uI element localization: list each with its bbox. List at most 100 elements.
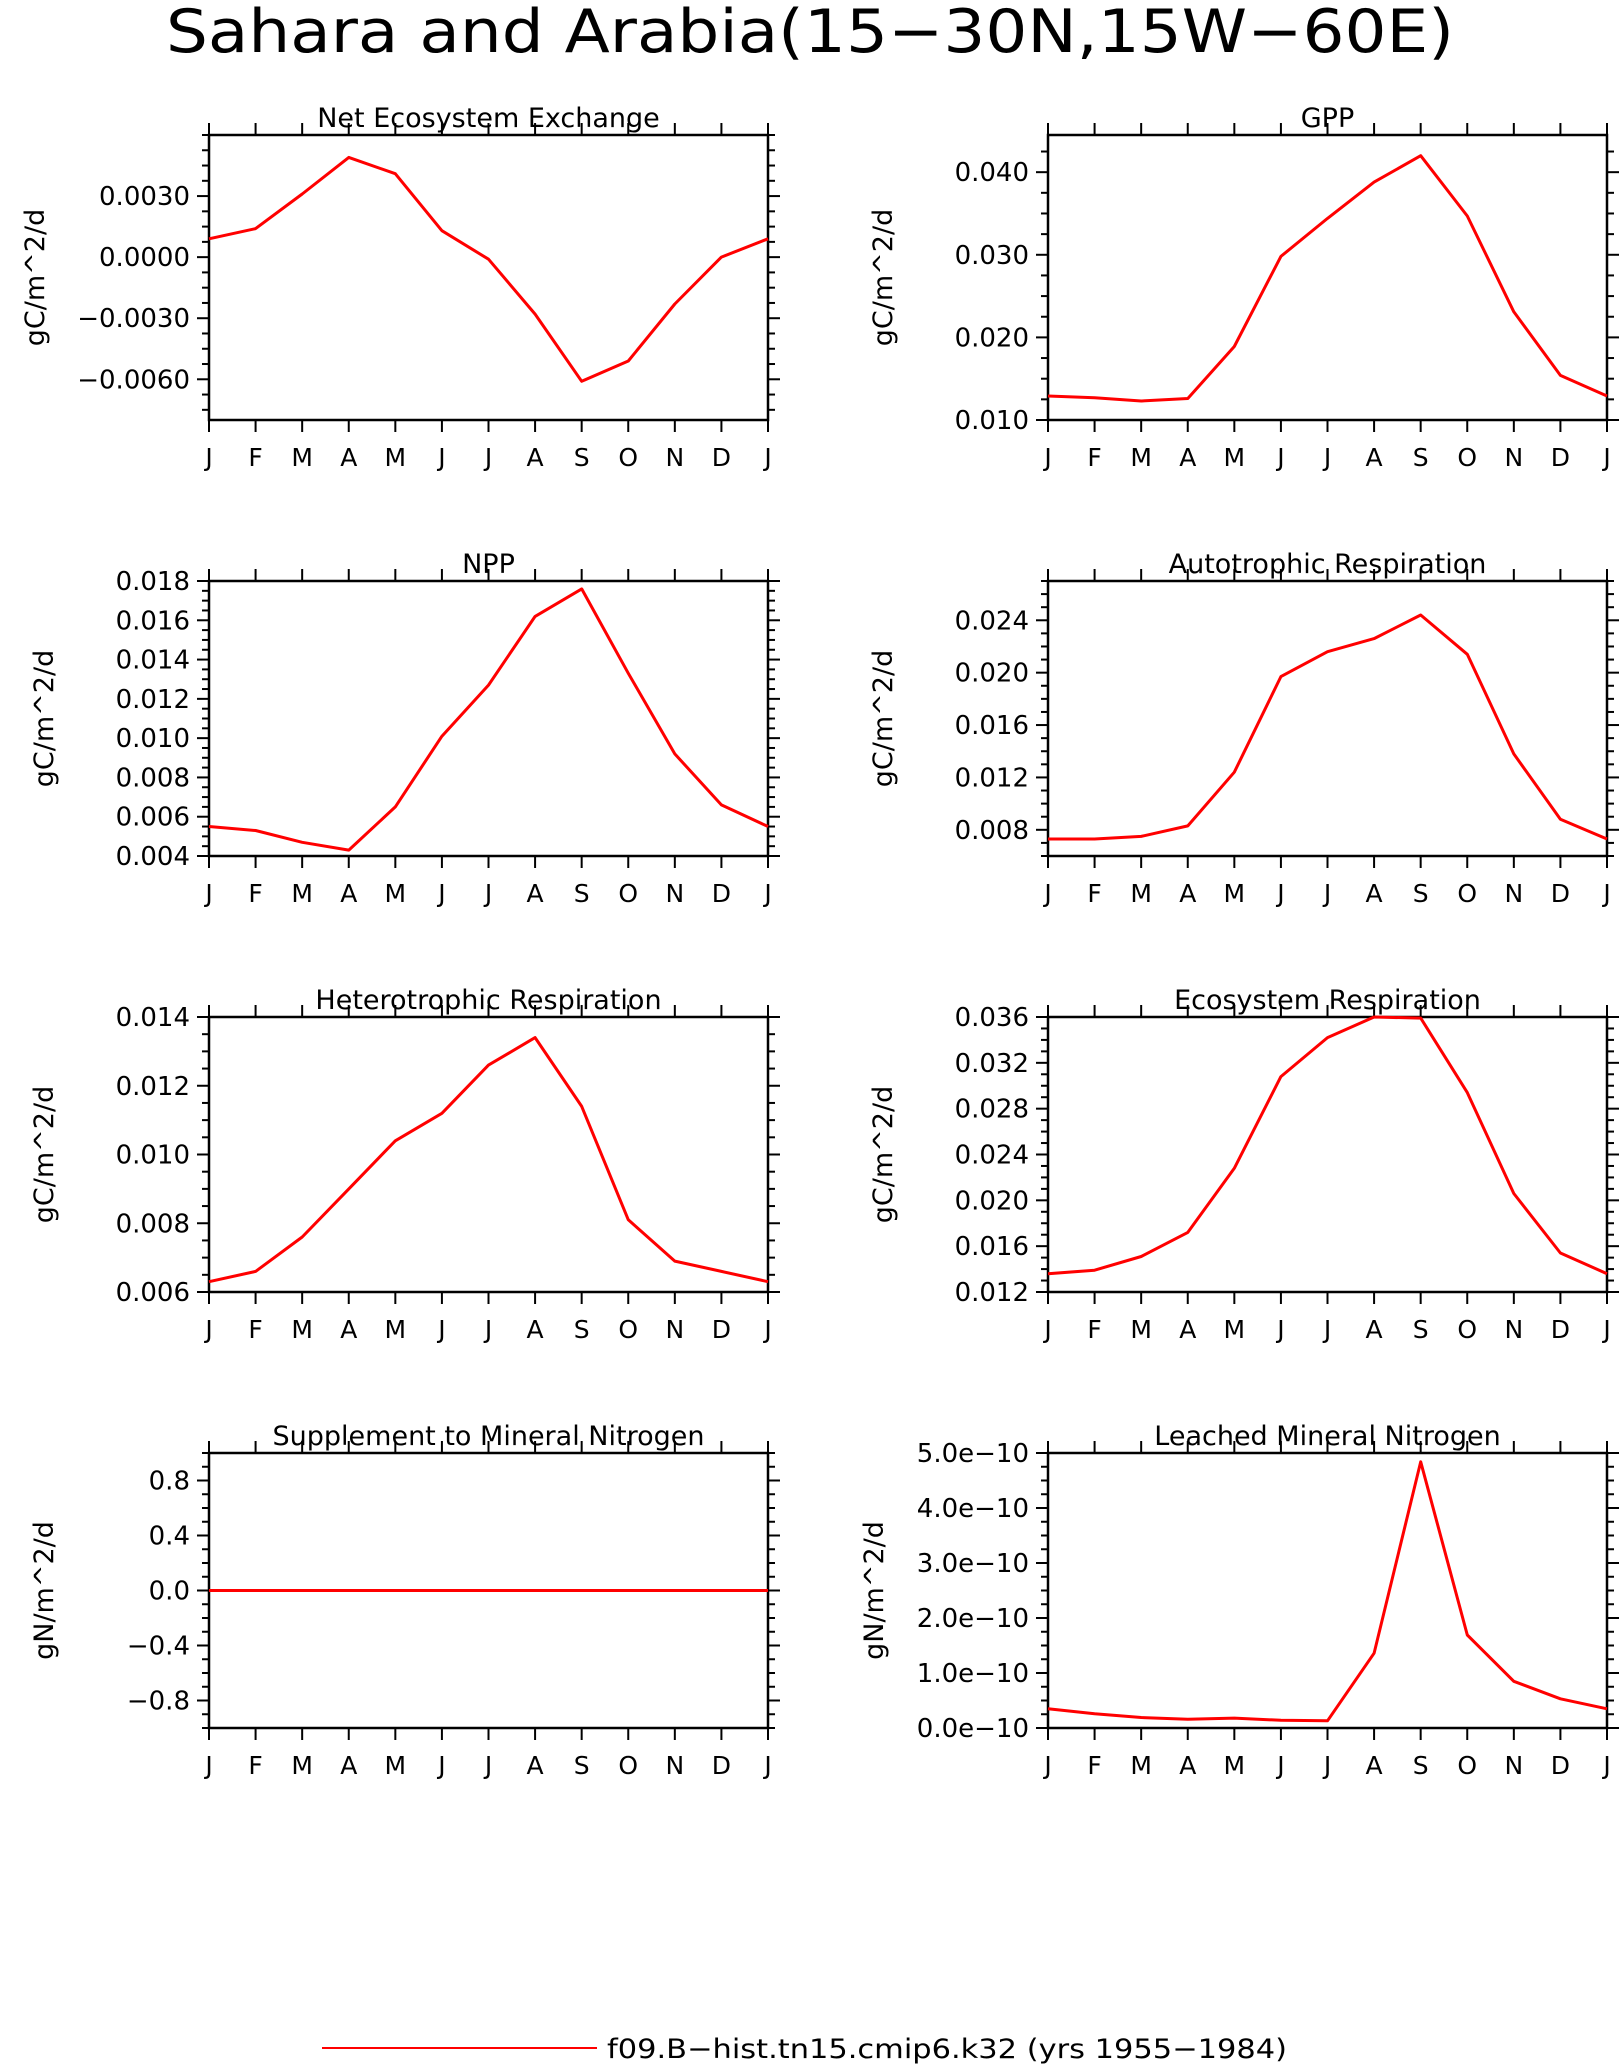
supplement-to-mineral-nitrogen-ytick-label: −0.4 <box>127 1632 190 1662</box>
supplement-to-mineral-nitrogen-title: Supplement to Mineral Nitrogen <box>273 1421 705 1452</box>
net-ecosystem-exchange-xtick-label: J <box>762 443 771 472</box>
npp-xtick-label: J <box>762 879 771 908</box>
gpp-xtick-label: O <box>1457 443 1477 472</box>
ecosystem-respiration-xtick-label: F <box>1087 1315 1101 1344</box>
autotrophic-respiration-xtick-label: J <box>1601 879 1610 908</box>
ecosystem-respiration-xtick-label: J <box>1601 1315 1610 1344</box>
ecosystem-respiration-ytick-label: 0.032 <box>955 1049 1029 1079</box>
ecosystem-respiration-xtick-label: A <box>1179 1315 1196 1344</box>
gpp-xtick-label: A <box>1179 443 1196 472</box>
net-ecosystem-exchange-xtick-label: A <box>527 443 544 472</box>
supplement-to-mineral-nitrogen-xtick-label: O <box>618 1751 638 1780</box>
npp-ytick-label: 0.006 <box>116 803 190 833</box>
npp-xtick-label: J <box>436 879 445 908</box>
autotrophic-respiration-xtick-label: M <box>1224 879 1246 908</box>
leached-mineral-nitrogen-xtick-label: S <box>1413 1751 1429 1780</box>
autotrophic-respiration-xtick-label: J <box>1042 879 1051 908</box>
leached-mineral-nitrogen-ytick-label: 2.0e−10 <box>917 1604 1029 1634</box>
npp-ytick-label: 0.012 <box>116 685 190 715</box>
heterotrophic-respiration-xtick-label: D <box>712 1315 731 1344</box>
net-ecosystem-exchange-xtick-label: M <box>385 443 407 472</box>
npp-ytick-label: 0.008 <box>116 763 190 793</box>
net-ecosystem-exchange-ytick-label: −0.0060 <box>77 365 190 395</box>
ecosystem-respiration-ylabel: gC/m^2/d <box>868 1086 899 1223</box>
ecosystem-respiration-xtick-label: S <box>1413 1315 1429 1344</box>
net-ecosystem-exchange-xtick-label: J <box>436 443 445 472</box>
net-ecosystem-exchange-xtick-label: M <box>291 443 313 472</box>
heterotrophic-respiration-ytick-label: 0.012 <box>116 1072 190 1102</box>
heterotrophic-respiration-xtick-label: S <box>574 1315 590 1344</box>
gpp-xtick-label: J <box>1601 443 1610 472</box>
chart-heterotrophic-respiration: J F M A M J J A S O N D J0.0060.0080.0100.0120.014gC… <box>29 985 780 1344</box>
gpp-xtick-label: F <box>1087 443 1101 472</box>
heterotrophic-respiration-xtick-label: M <box>385 1315 407 1344</box>
panels: J F M A M J J A S O N D J−0.0060−0.00300.00000.0030g… <box>20 103 1619 1780</box>
ecosystem-respiration-xtick-label: M <box>1224 1315 1246 1344</box>
ecosystem-respiration-ytick-label: 0.012 <box>955 1278 1029 1308</box>
npp-ytick-label: 0.014 <box>116 646 190 676</box>
heterotrophic-respiration-xtick-label: F <box>248 1315 262 1344</box>
net-ecosystem-exchange-xtick-label: D <box>712 443 731 472</box>
gpp-xtick-label: M <box>1224 443 1246 472</box>
ecosystem-respiration-xtick-label: M <box>1130 1315 1152 1344</box>
heterotrophic-respiration-xtick-label: A <box>340 1315 357 1344</box>
ecosystem-respiration-xtick-label: O <box>1457 1315 1477 1344</box>
autotrophic-respiration-xtick-label: F <box>1087 879 1101 908</box>
ecosystem-respiration-xtick-label: D <box>1551 1315 1570 1344</box>
gpp-title: GPP <box>1301 103 1355 134</box>
chart-gpp: J F M A M J J A S O N D J0.0100.0200.0300.040gC/m^2/… <box>868 103 1619 472</box>
heterotrophic-respiration-ytick-label: 0.008 <box>116 1209 190 1239</box>
heterotrophic-respiration-xtick-label: M <box>291 1315 313 1344</box>
supplement-to-mineral-nitrogen-ytick-label: 0.8 <box>149 1467 190 1497</box>
ecosystem-respiration-xtick-label: A <box>1366 1315 1383 1344</box>
chart-npp: J F M A M J J A S O N D J0.0040.0060.0080.0100.0120.… <box>29 549 780 908</box>
net-ecosystem-exchange-ytick-label: 0.0030 <box>99 182 190 212</box>
supplement-to-mineral-nitrogen-xtick-label: J <box>762 1751 771 1780</box>
supplement-to-mineral-nitrogen-ytick-label: 0.4 <box>149 1522 190 1552</box>
supplement-to-mineral-nitrogen-xtick-label: A <box>340 1751 357 1780</box>
npp-ytick-label: 0.004 <box>116 842 190 872</box>
heterotrophic-respiration-xtick-label: J <box>203 1315 212 1344</box>
ecosystem-respiration-ytick-label: 0.024 <box>955 1141 1029 1171</box>
leached-mineral-nitrogen-xtick-label: A <box>1366 1751 1383 1780</box>
heterotrophic-respiration-ytick-label: 0.010 <box>116 1141 190 1171</box>
net-ecosystem-exchange-xtick-label: J <box>483 443 492 472</box>
heterotrophic-respiration-xtick-label: N <box>665 1315 684 1344</box>
npp-xtick-label: F <box>248 879 262 908</box>
supplement-to-mineral-nitrogen-xtick-label: J <box>203 1751 212 1780</box>
gpp-frame <box>1046 133 1609 422</box>
npp-ylabel: gC/m^2/d <box>29 650 60 787</box>
net-ecosystem-exchange-ylabel: gC/m^2/d <box>20 209 51 346</box>
gpp-xtick-label: J <box>1322 443 1331 472</box>
net-ecosystem-exchange-frame <box>207 133 770 422</box>
ecosystem-respiration-xtick-label: J <box>1322 1315 1331 1344</box>
supplement-to-mineral-nitrogen-xtick-label: J <box>483 1751 492 1780</box>
ecosystem-respiration-xtick-label: N <box>1504 1315 1523 1344</box>
chart-leached-mineral-nitrogen: J F M A M J J A S O N D J0.0e−101.0e−102.0e−103.0e−1… <box>859 1421 1619 1780</box>
npp-xtick-label: M <box>385 879 407 908</box>
supplement-to-mineral-nitrogen-ylabel: gN/m^2/d <box>29 1521 60 1660</box>
npp-ytick-label: 0.010 <box>116 724 190 754</box>
gpp-xtick-label: M <box>1130 443 1152 472</box>
net-ecosystem-exchange-xtick-label: F <box>248 443 262 472</box>
legend-label: f09.B−hist.tn15.cmip6.k32 (yrs 1955−1984… <box>607 2034 1287 2065</box>
supplement-to-mineral-nitrogen-xtick-label: J <box>436 1751 445 1780</box>
ecosystem-respiration-series-line <box>1047 1015 1608 1276</box>
leached-mineral-nitrogen-ytick-label: 4.0e−10 <box>917 1494 1029 1524</box>
autotrophic-respiration-ytick-label: 0.020 <box>955 659 1029 689</box>
net-ecosystem-exchange-xtick-label: O <box>618 443 638 472</box>
heterotrophic-respiration-title: Heterotrophic Respiration <box>315 985 661 1016</box>
ecosystem-respiration-xtick-label: J <box>1042 1315 1051 1344</box>
heterotrophic-respiration-ylabel: gC/m^2/d <box>29 1086 60 1223</box>
heterotrophic-respiration-xtick-label: J <box>436 1315 445 1344</box>
chart-ecosystem-respiration: J F M A M J J A S O N D J0.0120.0160.0200.0240.0280.… <box>868 985 1619 1344</box>
npp-xtick-label: M <box>291 879 313 908</box>
supplement-to-mineral-nitrogen-ytick-label: 0.0 <box>149 1577 190 1607</box>
ecosystem-respiration-title: Ecosystem Respiration <box>1174 985 1481 1016</box>
autotrophic-respiration-ytick-label: 0.012 <box>955 763 1029 793</box>
ecosystem-respiration-ytick-label: 0.036 <box>955 1003 1029 1033</box>
npp-xtick-label: A <box>527 879 544 908</box>
leached-mineral-nitrogen-title: Leached Mineral Nitrogen <box>1154 1421 1500 1452</box>
npp-xtick-label: A <box>340 879 357 908</box>
chart-supplement-to-mineral-nitrogen: J F M A M J J A S O N D J−0.8−0.40.00.40.8gN/m^2/dSu… <box>29 1421 780 1780</box>
